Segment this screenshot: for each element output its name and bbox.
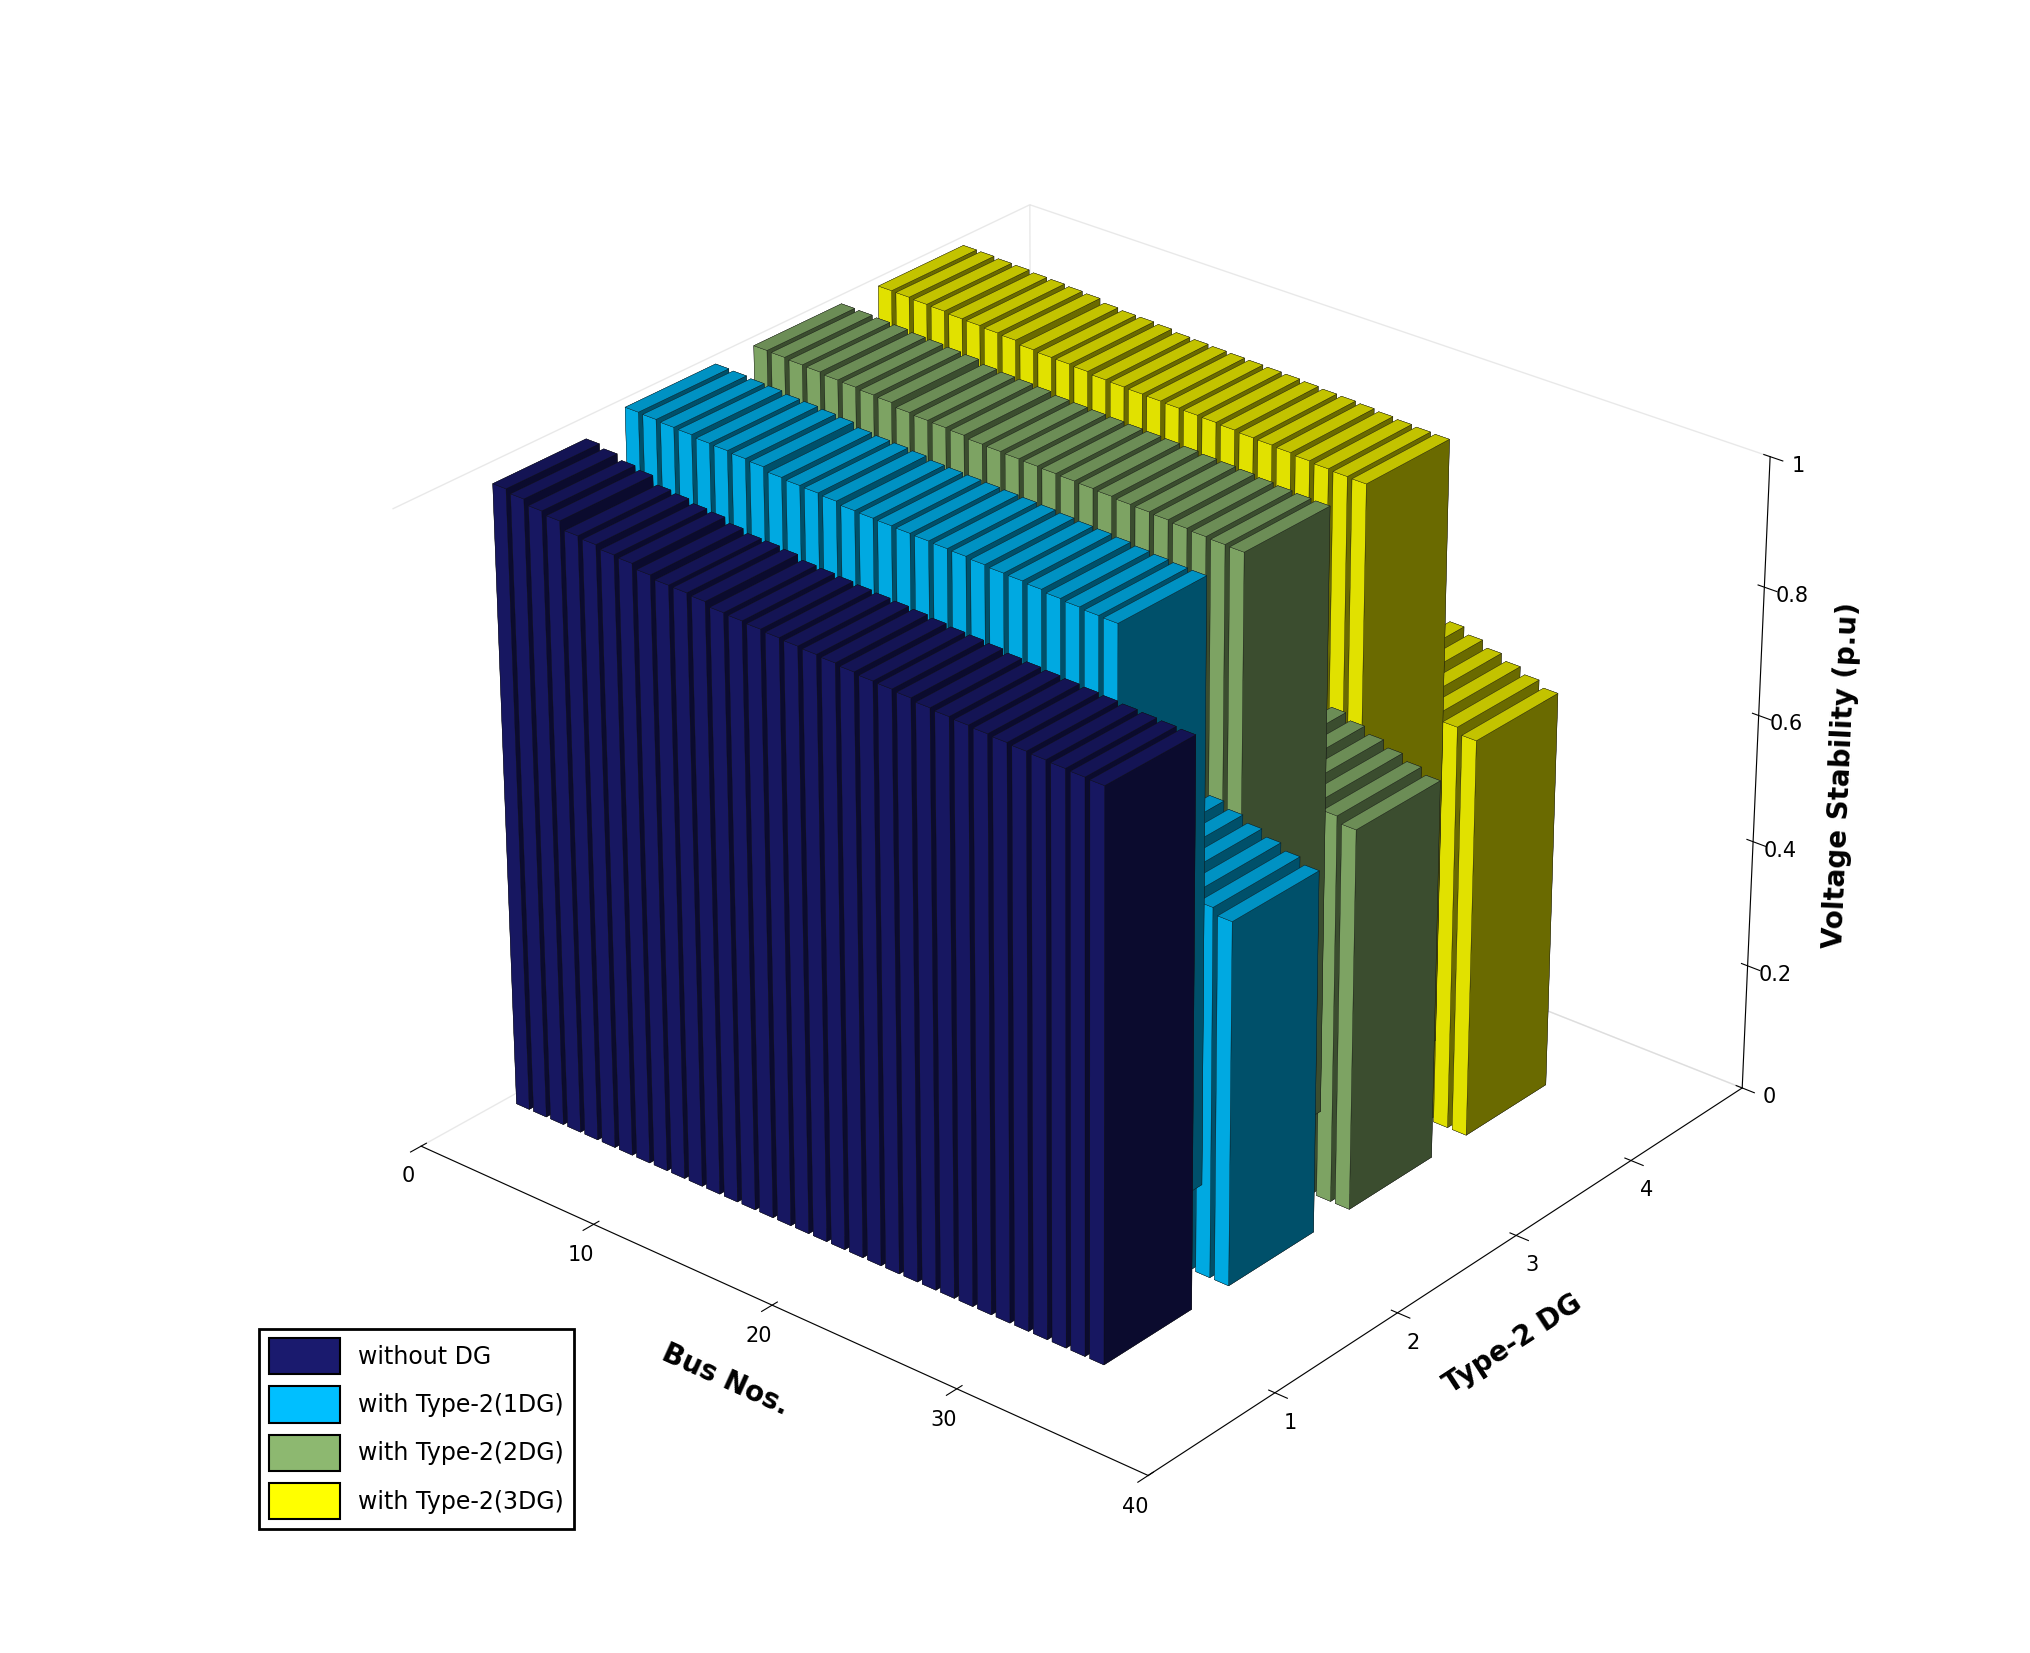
- X-axis label: Bus Nos.: Bus Nos.: [658, 1339, 794, 1422]
- Y-axis label: Type-2 DG: Type-2 DG: [1439, 1288, 1587, 1398]
- Legend: without DG, with Type-2(1DG), with Type-2(2DG), with Type-2(3DG): without DG, with Type-2(1DG), with Type-…: [260, 1329, 574, 1529]
